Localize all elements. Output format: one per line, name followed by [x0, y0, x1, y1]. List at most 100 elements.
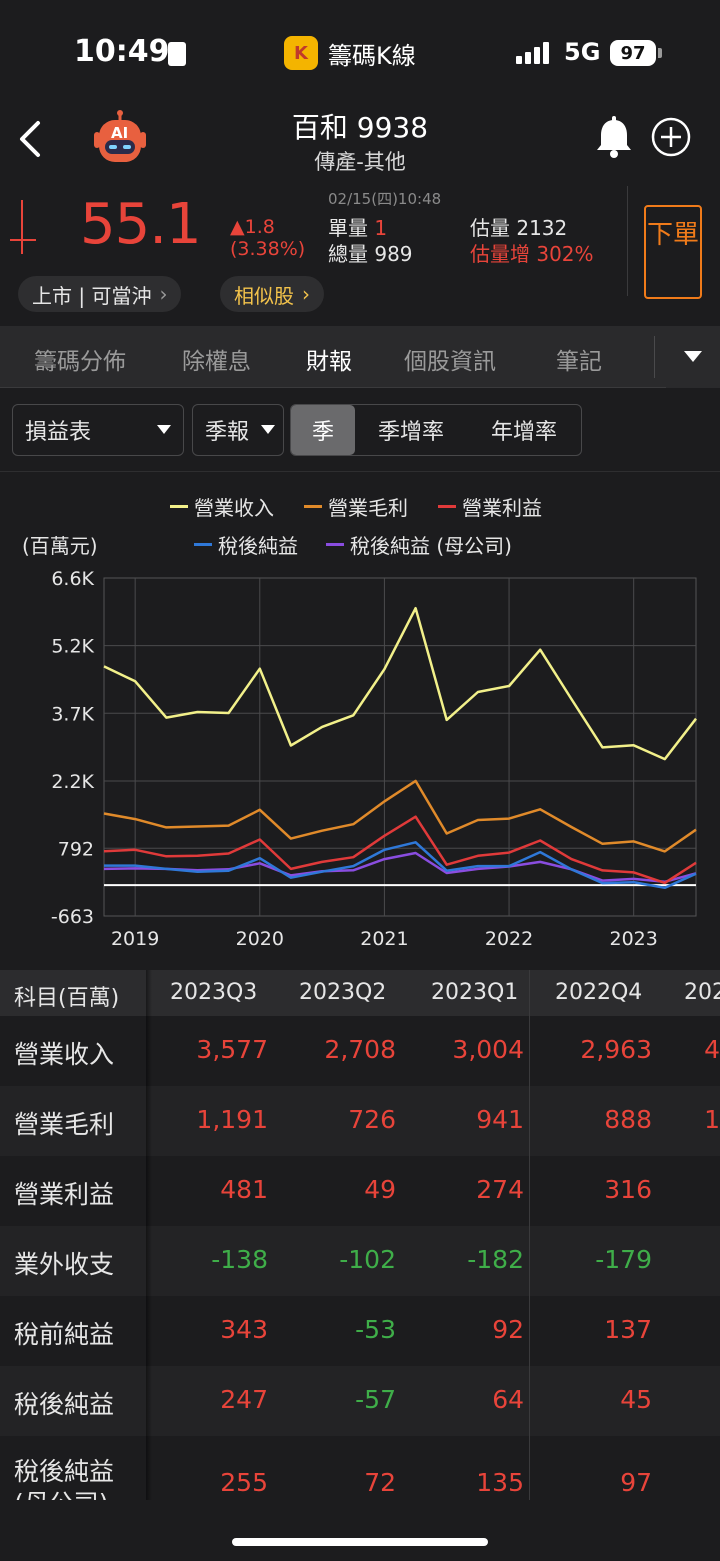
total-volume: 總量 989: [328, 238, 413, 267]
table-cell: 247: [220, 1385, 268, 1414]
caret-down-icon: [157, 425, 171, 434]
estimated-volume-value: 2132: [516, 216, 568, 240]
segment-yoy[interactable]: 年增率: [490, 420, 557, 445]
legend-revenue[interactable]: 營業收入: [170, 492, 274, 521]
header-col[interactable]: 2023Q1: [431, 980, 519, 1005]
battery-tip: [658, 48, 662, 58]
order-button[interactable]: 下單: [644, 205, 702, 299]
ai-label: AI: [111, 124, 129, 142]
chevron-left-icon: [20, 121, 40, 157]
more-tabs-button[interactable]: [666, 326, 720, 388]
status-app: K 籌碼K線: [284, 36, 416, 70]
statement-select[interactable]: 損益表: [12, 404, 184, 456]
ai-assistant-button[interactable]: AI: [90, 110, 150, 168]
table-cell: -182: [467, 1245, 524, 1274]
legend-label: 營業利益: [462, 496, 542, 520]
similar-stocks-pill[interactable]: 相似股 ›: [220, 276, 324, 312]
table-cell: 97: [620, 1468, 652, 1497]
table-cell: 941: [476, 1105, 524, 1134]
y-axis-unit: (百萬元): [22, 534, 98, 558]
row-label: 稅後純益: [14, 1457, 115, 1486]
tab-stock-info[interactable]: 個股資訊: [404, 349, 496, 375]
tab-notes[interactable]: 筆記: [556, 349, 602, 375]
table-cell: 888: [604, 1105, 652, 1134]
status-time: 10:49: [74, 34, 170, 69]
table-row[interactable]: 稅後純益(母公司) 255 72 135 97: [0, 1436, 720, 1500]
financial-table: 科目(百萬) 2023Q3 2023Q2 2023Q1 2022Q4 202 營…: [0, 970, 720, 1500]
segment-quarter[interactable]: 季: [291, 405, 355, 455]
period-select[interactable]: 季報: [192, 404, 284, 456]
add-watchlist-button[interactable]: [650, 116, 692, 158]
header-label: 科目(百萬): [14, 986, 120, 1011]
back-button[interactable]: [10, 114, 50, 164]
market-pill[interactable]: 上市 | 可當沖 ›: [18, 276, 182, 312]
legend-operating-income[interactable]: 營業利益: [438, 492, 542, 521]
table-row[interactable]: 營業收入 3,577 2,708 3,004 2,963 4: [0, 1016, 720, 1086]
table-row[interactable]: 稅後純益 247 -57 64 45: [0, 1366, 720, 1436]
table-cell: -138: [211, 1245, 268, 1274]
single-volume: 單量 1: [328, 212, 387, 241]
segment-qoq[interactable]: 季增率: [377, 420, 444, 445]
home-area: [0, 1500, 720, 1561]
table-header: 科目(百萬) 2023Q3 2023Q2 2023Q1 2022Q4 202: [0, 970, 720, 1016]
quote-panel: 55.1 ▲1.8 (3.38%) 02/15(四)10:48 單量 1 總量 …: [0, 186, 720, 326]
header-col[interactable]: 202: [684, 980, 720, 1005]
value-mode-segment: 季 季增率 年增率: [290, 404, 582, 456]
table-cell: 135: [476, 1468, 524, 1497]
row-label: 稅後純益: [14, 1390, 115, 1419]
plus-circle-icon: [651, 117, 691, 157]
y-tick-label: 6.6K: [51, 568, 94, 590]
header-col[interactable]: 2023Q2: [299, 980, 387, 1005]
chevron-right-icon: ›: [302, 282, 310, 306]
table-cell: 1: [704, 1105, 720, 1134]
status-app-name: 籌碼K線: [328, 41, 416, 70]
legend-swatch: [194, 543, 212, 546]
price-change: ▲1.8 (3.38%): [230, 216, 305, 260]
tab-chips[interactable]: 籌碼分佈: [34, 349, 126, 375]
header-col[interactable]: 2023Q3: [170, 980, 258, 1005]
legend-net-income[interactable]: 稅後純益: [194, 530, 298, 559]
legend-label: 稅後純益: [218, 534, 298, 558]
tab-dividend[interactable]: 除權息: [182, 349, 251, 375]
plot-frame: [103, 577, 697, 917]
table-cell: 72: [364, 1468, 396, 1497]
legend-gross-profit[interactable]: 營業毛利: [304, 492, 408, 521]
row-label: 營業收入: [14, 1040, 115, 1069]
table-cell: 137: [604, 1315, 652, 1344]
table-cell: 3,004: [452, 1035, 524, 1064]
table-cell: -102: [339, 1245, 396, 1274]
x-tick-label: 2019: [111, 928, 159, 950]
table-cell: 2,708: [324, 1035, 396, 1064]
table-cell: -179: [595, 1245, 652, 1274]
table-row[interactable]: 營業毛利 1,191 726 941 888 1: [0, 1086, 720, 1156]
legend-net-income-parent[interactable]: 稅後純益 (母公司): [326, 530, 512, 559]
network-type: 5G: [564, 38, 601, 66]
tab-financials[interactable]: 財報: [306, 349, 352, 375]
table-cell: 64: [492, 1385, 524, 1414]
price-change-value: ▲1.8: [230, 216, 275, 238]
table-row[interactable]: 營業利益 481 49 274 316: [0, 1156, 720, 1226]
report-filters: 損益表 季報 季 季增率 年增率: [0, 388, 720, 472]
divider: [627, 186, 628, 296]
table-row[interactable]: 業外收支 -138 -102 -182 -179: [0, 1226, 720, 1296]
header-col[interactable]: 2022Q4: [555, 980, 643, 1005]
x-tick-label: 2020: [236, 928, 284, 950]
x-tick-label: 2021: [360, 928, 408, 950]
home-indicator[interactable]: [232, 1538, 488, 1546]
caret-down-icon: [261, 425, 275, 434]
table-cell: 92: [492, 1315, 524, 1344]
estimated-volume: 估量 2132: [470, 212, 567, 241]
stock-industry: 傳產-其他: [314, 150, 406, 174]
table-cell: 2,963: [580, 1035, 652, 1064]
current-price: 55.1: [80, 192, 202, 257]
x-tick-label: 2022: [485, 928, 533, 950]
y-tick-label: 792: [58, 838, 94, 860]
table-cell: 481: [220, 1175, 268, 1204]
series-line: [103, 606, 697, 761]
series-line: [103, 851, 697, 884]
total-volume-label: 總量: [328, 242, 368, 266]
alert-button[interactable]: [594, 116, 634, 160]
legend-swatch: [304, 505, 322, 508]
table-row[interactable]: 稅前純益 343 -53 92 137: [0, 1296, 720, 1366]
series-line: [104, 841, 697, 890]
